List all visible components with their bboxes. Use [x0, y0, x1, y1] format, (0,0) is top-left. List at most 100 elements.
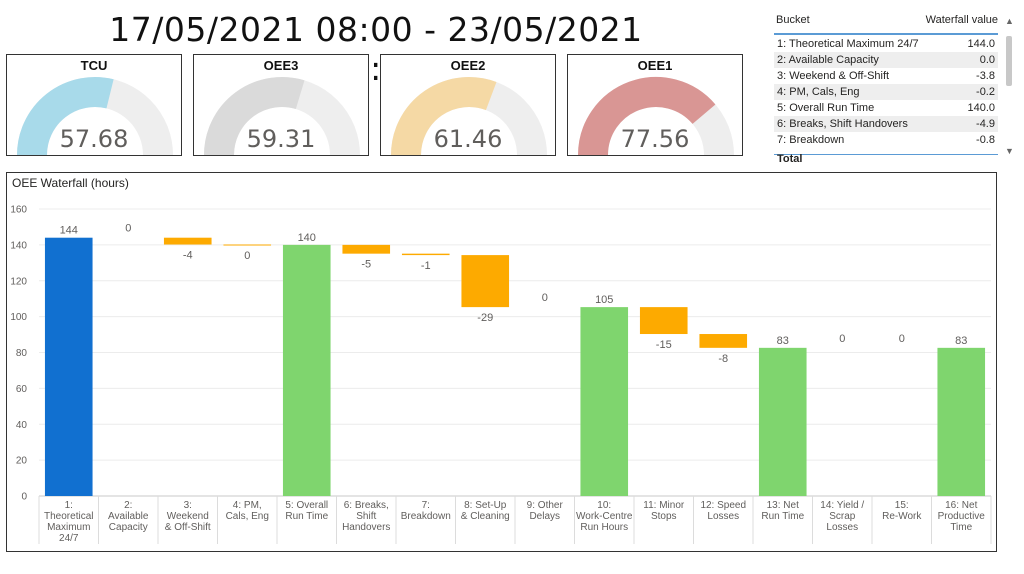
x-tick-label: 4: PM, — [233, 500, 262, 511]
data-label: -29 — [477, 312, 493, 324]
row-value: -0.2 — [976, 86, 995, 98]
row-bucket: 4: PM, Cals, Eng — [777, 86, 860, 98]
data-label: 140 — [298, 232, 316, 244]
x-tick-label: Re-Work — [882, 511, 922, 522]
header-bucket[interactable]: Bucket — [776, 14, 810, 26]
gauge-title: OEE3 — [263, 58, 299, 73]
header-divider — [774, 33, 998, 35]
table-row[interactable]: 3: Weekend & Off-Shift -3.8 — [774, 68, 998, 84]
bar-8[interactable] — [461, 255, 510, 308]
gauge-fill — [17, 77, 114, 156]
gauge-arc — [204, 77, 360, 156]
gauge-value: 61.46 — [433, 125, 503, 153]
table-row[interactable]: 6: Breaks, Shift Handovers -4.9 — [774, 116, 998, 132]
table-scrollbar[interactable]: ▲ ▼ — [1004, 12, 1014, 160]
gauge-card-oee2[interactable]: OEE2 61.46 — [380, 54, 556, 156]
bar-16[interactable] — [937, 347, 986, 496]
bar-13[interactable] — [758, 347, 807, 496]
row-value: -0.8 — [976, 134, 995, 146]
x-tick-label: Maximum — [47, 522, 90, 533]
gauge-title: OEE2 — [450, 58, 486, 73]
x-tick-label: Losses — [826, 522, 858, 533]
x-tick-label: Time — [950, 522, 972, 533]
x-tick-label: 5: Overall — [285, 500, 328, 511]
data-label: 105 — [595, 294, 613, 306]
bar-1[interactable] — [44, 237, 93, 496]
table-row[interactable]: 4: PM, Cals, Eng -0.2 — [774, 84, 998, 100]
scroll-thumb[interactable] — [1006, 36, 1012, 86]
y-tick-label: 120 — [10, 276, 27, 287]
gauge-fill — [578, 77, 716, 156]
row-bucket: 7: Breakdown — [777, 134, 845, 146]
x-tick-label: Weekend — [167, 511, 209, 522]
data-label: 0 — [899, 333, 905, 345]
x-tick-label: 7: — [422, 500, 430, 511]
y-tick-label: 140 — [10, 240, 27, 251]
y-tick-label: 0 — [21, 492, 27, 503]
x-tick-label: Losses — [707, 511, 739, 522]
table-row[interactable]: 1: Theoretical Maximum 24/7 144.0 — [774, 36, 998, 52]
y-tick-label: 20 — [16, 456, 28, 467]
scroll-down-icon[interactable]: ▼ — [1005, 146, 1014, 156]
x-tick-label: 2: — [124, 500, 132, 511]
row-bucket: 1: Theoretical Maximum 24/7 — [777, 38, 919, 50]
gauge-card-tcu[interactable]: TCU 57.68 — [6, 54, 182, 156]
row-value: 140.0 — [967, 102, 995, 114]
x-tick-label: & Off-Shift — [165, 522, 211, 533]
data-label: 0 — [839, 333, 845, 345]
bar-10[interactable] — [580, 307, 629, 496]
gauge-card-oee1[interactable]: OEE1 77.56 — [567, 54, 743, 156]
row-value: -4.9 — [976, 118, 995, 130]
x-tick-label: Shift — [356, 511, 376, 522]
waterfall-plot: 0 20 40 60 80 100 120 140 160 144 1:TheoreticalMax… — [10, 205, 992, 544]
x-tick-label: Stops — [651, 511, 677, 522]
x-tick-label: & Cleaning — [461, 511, 510, 522]
y-tick-label: 60 — [16, 384, 28, 395]
y-tick-label: 40 — [16, 420, 28, 431]
gauge-arc — [17, 77, 173, 156]
x-tick-label: 12: Speed — [700, 500, 746, 511]
header-waterfall-value[interactable]: Waterfall value — [925, 14, 998, 26]
bar-4[interactable] — [223, 244, 272, 246]
bar-11[interactable] — [639, 307, 688, 335]
x-tick-label: Scrap — [829, 511, 856, 522]
x-tick-label: 9: Other — [527, 500, 564, 511]
x-tick-label: 14: Yield / — [820, 500, 864, 511]
bar-3[interactable] — [163, 237, 212, 245]
x-tick-label: Run Time — [285, 511, 328, 522]
x-tick-label: 13: Net — [767, 500, 799, 511]
gauge-fill — [204, 77, 305, 156]
waterfall-table[interactable]: Bucket Waterfall value 1: Theoretical Ma… — [770, 6, 1015, 166]
data-label: 83 — [777, 335, 789, 347]
x-tick-label: 10: — [597, 500, 611, 511]
x-tick-label: Capacity — [109, 522, 148, 533]
table-row[interactable]: 7: Breakdown -0.8 — [774, 132, 998, 148]
gauge-arc — [578, 77, 734, 156]
gauge-value: 57.68 — [59, 125, 129, 153]
table-row[interactable]: 2: Available Capacity 0.0 — [774, 52, 998, 68]
bar-5[interactable] — [282, 244, 331, 496]
x-tick-label: Run Time — [761, 511, 804, 522]
data-label: 0 — [125, 223, 131, 235]
table-row[interactable]: 5: Overall Run Time 140.0 — [774, 100, 998, 116]
data-label: 144 — [60, 225, 78, 237]
oee-waterfall-chart[interactable]: OEE Waterfall (hours) 0 20 40 60 80 100 120 140… — [6, 172, 997, 552]
gauge-card-oee3[interactable]: OEE3 59.31 — [193, 54, 369, 156]
x-tick-label: Cals, Eng — [226, 511, 269, 522]
gauge-value: 59.31 — [246, 125, 316, 153]
y-tick-label: 80 — [16, 348, 28, 359]
x-tick-label: Theoretical — [44, 511, 93, 522]
data-label: 0 — [244, 250, 250, 262]
bar-7[interactable] — [401, 253, 450, 256]
data-label: -5 — [361, 259, 371, 271]
row-bucket: 3: Weekend & Off-Shift — [777, 70, 890, 82]
x-tick-label: Breakdown — [401, 511, 451, 522]
bar-12[interactable] — [699, 334, 748, 348]
x-tick-label: Available — [108, 511, 149, 522]
gauge-arc — [391, 77, 547, 156]
x-tick-label: Handovers — [342, 522, 390, 533]
row-bucket: 5: Overall Run Time — [777, 102, 875, 114]
bar-6[interactable] — [342, 244, 391, 254]
scroll-up-icon[interactable]: ▲ — [1005, 16, 1014, 26]
x-tick-label: 1: — [65, 500, 73, 511]
